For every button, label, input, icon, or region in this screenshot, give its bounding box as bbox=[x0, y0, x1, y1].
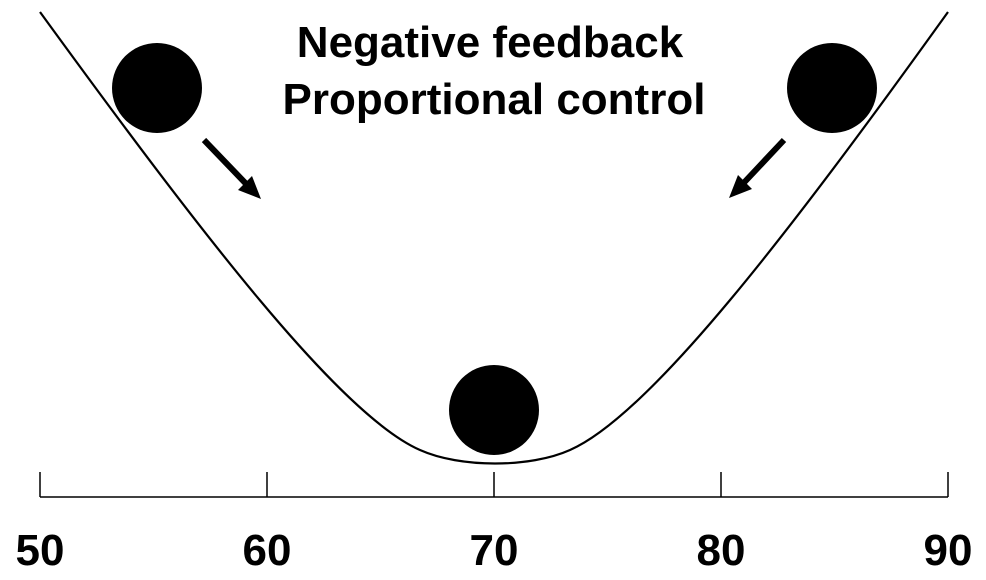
x-tick-label-80: 80 bbox=[697, 526, 746, 575]
x-tick-label-90: 90 bbox=[924, 526, 973, 575]
arrow-right bbox=[735, 137, 787, 192]
x-tick-label-50: 50 bbox=[16, 526, 65, 575]
title-line-1: Negative feedback bbox=[297, 18, 684, 67]
x-tick-label-60: 60 bbox=[243, 526, 292, 575]
ball-left bbox=[112, 43, 202, 133]
ball-right bbox=[787, 43, 877, 133]
x-axis-ticks bbox=[39, 472, 949, 497]
arrow-left bbox=[201, 137, 255, 193]
potential-curve bbox=[39, 11, 949, 465]
x-axis-tick-labels: 50 60 70 80 90 bbox=[16, 526, 973, 575]
arrowhead-right bbox=[729, 175, 752, 198]
x-tick-label-70: 70 bbox=[470, 526, 519, 575]
title-line-2: Proportional control bbox=[283, 75, 706, 124]
ball-bottom bbox=[449, 365, 539, 455]
arrowhead-left bbox=[238, 176, 261, 199]
